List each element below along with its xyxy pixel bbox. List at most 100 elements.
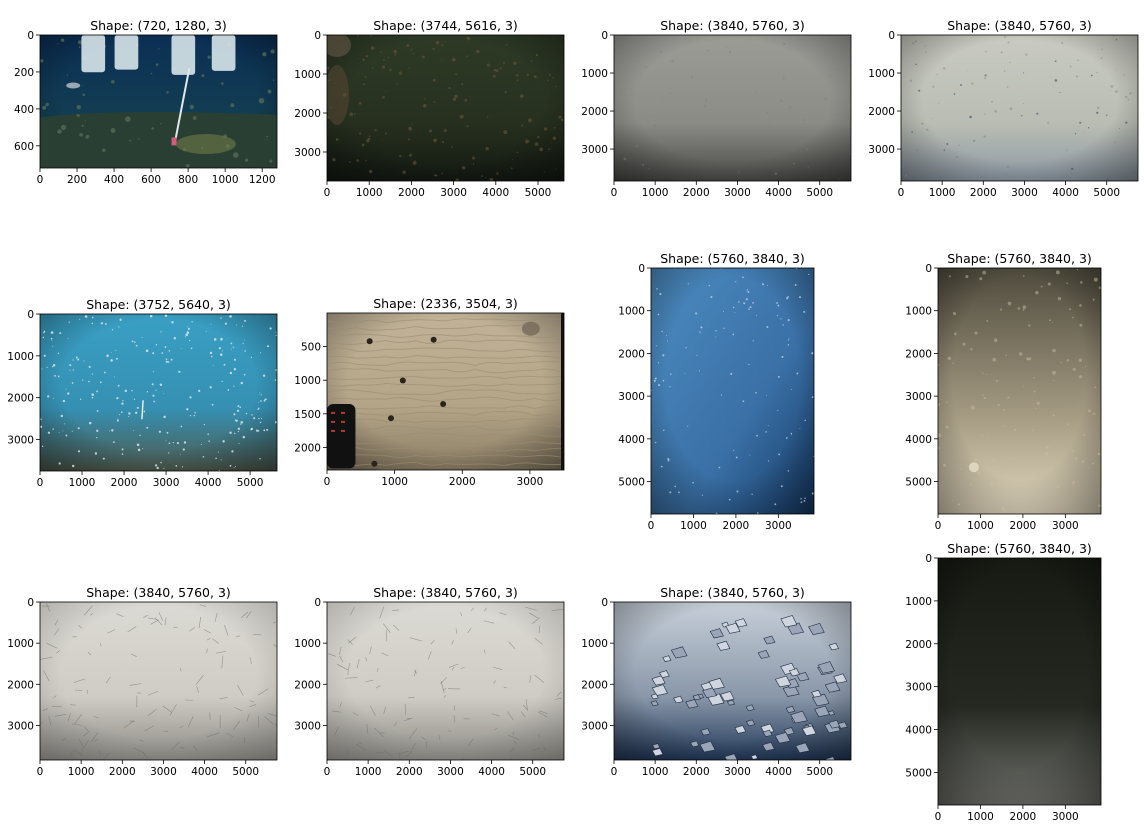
y-tick-label: 3000: [7, 435, 34, 447]
subplot-title: Shape: (3840, 5760, 3): [947, 18, 1092, 33]
y-tick-label: 5000: [618, 477, 645, 489]
x-tick-label: 200: [67, 174, 87, 186]
subplot-10: Shape: (3840, 5760, 3) 0 1000 2000 3000 4000 5…: [294, 585, 565, 778]
subplot-title: Shape: (2336, 3504, 3): [373, 296, 518, 311]
subplot-image: [327, 602, 564, 760]
x-tick-label: 0: [935, 811, 942, 823]
subplot-image: [938, 558, 1101, 805]
x-tick-label: 1000: [680, 520, 707, 532]
y-tick-label: 200: [14, 67, 34, 79]
y-tick-label: 2000: [7, 679, 34, 691]
y-tick-label: 2000: [905, 639, 932, 651]
x-tick-label: 5000: [806, 187, 833, 199]
y-tick-label: 3000: [581, 144, 608, 156]
y-tick-label: 0: [601, 30, 608, 42]
x-tick-label: 1000: [68, 766, 95, 778]
subplot-title: Shape: (5760, 3840, 3): [947, 251, 1092, 266]
x-tick-label: 1000: [967, 811, 994, 823]
x-tick-label: 1000: [355, 766, 382, 778]
x-tick-label: 1000: [929, 187, 956, 199]
subplot-image: [938, 268, 1101, 514]
y-tick-label: 1000: [905, 596, 932, 608]
subplot-image: [901, 35, 1138, 181]
x-tick-label: 0: [935, 520, 942, 532]
y-tick-label: 1000: [581, 638, 608, 650]
y-tick-label: 2000: [905, 348, 932, 360]
y-tick-label: 0: [27, 30, 34, 42]
y-tick-label: 1000: [294, 638, 321, 650]
x-tick-label: 3000: [150, 766, 177, 778]
axes-frame: [650, 267, 815, 515]
x-tick-label: 600: [141, 174, 161, 186]
y-tick-label: 3000: [618, 391, 645, 403]
y-tick-label: 0: [925, 553, 932, 565]
subplot-11: Shape: (3840, 5760, 3) 0 1000 2000 3000 4000 5…: [581, 585, 852, 778]
y-tick-label: 1000: [294, 375, 321, 387]
axes-frame: [326, 312, 565, 471]
y-tick-label: 3000: [905, 682, 932, 694]
x-tick-label: 4000: [765, 766, 792, 778]
y-tick-label: 1000: [7, 351, 34, 363]
subplot-12: Shape: (5760, 3840, 3) 0 1000 2000 3000 0 1000…: [905, 541, 1102, 823]
y-tick-label: 3000: [294, 147, 321, 159]
x-tick-label: 2000: [683, 187, 710, 199]
axes-frame: [900, 34, 1139, 182]
y-tick-label: 4000: [618, 434, 645, 446]
x-tick-label: 1000: [381, 476, 408, 488]
axes-frame: [39, 34, 278, 169]
x-tick-label: 1000: [642, 187, 669, 199]
x-tick-label: 0: [324, 766, 331, 778]
axes-frame: [613, 34, 852, 182]
x-tick-label: 2000: [109, 766, 136, 778]
x-tick-label: 5000: [525, 187, 552, 199]
subplot-title: Shape: (3840, 5760, 3): [660, 585, 805, 600]
subplot-title: Shape: (3744, 5616, 3): [373, 18, 518, 33]
axes-frame: [613, 601, 852, 761]
x-tick-label: 0: [648, 520, 655, 532]
y-tick-label: 2000: [581, 679, 608, 691]
subplot-9: Shape: (3840, 5760, 3) 0 1000 2000 3000 4000 5…: [7, 585, 278, 778]
x-tick-label: 1000: [967, 520, 994, 532]
axes-frame: [326, 601, 565, 761]
y-tick-label: 1000: [294, 69, 321, 81]
x-tick-label: 2000: [1010, 811, 1037, 823]
axes-frame: [937, 557, 1102, 806]
x-tick-label: 5000: [1093, 187, 1120, 199]
x-tick-label: 3000: [437, 766, 464, 778]
subplot-title: Shape: (3840, 5760, 3): [373, 585, 518, 600]
x-tick-label: 2000: [111, 477, 138, 489]
y-tick-label: 2000: [7, 393, 34, 405]
y-tick-label: 0: [888, 30, 895, 42]
x-tick-label: 2000: [970, 187, 997, 199]
subplot-image: [40, 314, 277, 471]
y-tick-label: 0: [314, 597, 321, 609]
x-tick-label: 0: [898, 187, 905, 199]
x-tick-label: 5000: [806, 766, 833, 778]
x-tick-label: 4000: [1052, 187, 1079, 199]
x-tick-label: 1000: [212, 174, 239, 186]
subplot-7: Shape: (5760, 3840, 3) 0 1000 2000 3000 0 1000…: [618, 251, 815, 532]
y-tick-label: 3000: [7, 720, 34, 732]
y-tick-label: 500: [301, 342, 321, 354]
y-tick-label: 0: [27, 597, 34, 609]
y-tick-label: 2000: [868, 106, 895, 118]
x-tick-label: 5000: [519, 766, 546, 778]
subplot-title: Shape: (5760, 3840, 3): [660, 251, 805, 266]
x-tick-label: 1200: [249, 174, 276, 186]
subplot-image: [614, 602, 851, 760]
y-tick-label: 1500: [294, 409, 321, 421]
x-tick-label: 4000: [478, 766, 505, 778]
subplot-image: [40, 35, 277, 168]
x-tick-label: 1000: [356, 187, 383, 199]
x-tick-label: 0: [324, 187, 331, 199]
x-tick-label: 3000: [517, 476, 544, 488]
x-tick-label: 2000: [1010, 520, 1037, 532]
x-tick-label: 2000: [683, 766, 710, 778]
subplot-6: Shape: (2336, 3504, 3) 0 1000 2000 3000 500 10…: [294, 296, 565, 488]
x-tick-label: 4000: [482, 187, 509, 199]
x-tick-label: 5000: [232, 766, 259, 778]
x-tick-label: 4000: [191, 766, 218, 778]
y-tick-label: 2000: [581, 106, 608, 118]
y-tick-label: 0: [638, 263, 645, 275]
